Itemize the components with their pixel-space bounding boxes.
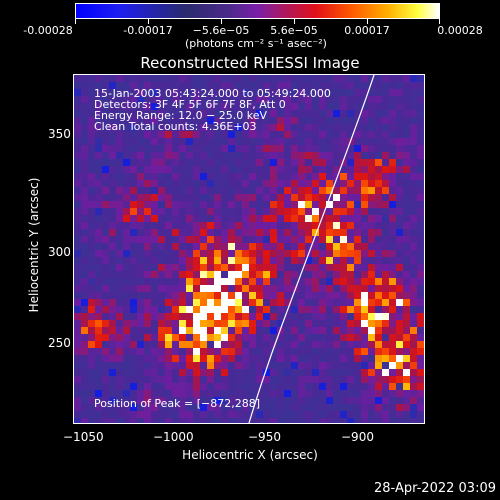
solar-limb-line bbox=[248, 75, 375, 423]
info-detectors: Detectors: 3F 4F 5F 6F 7F 8F, Att 0 bbox=[94, 98, 286, 111]
colorbar-label: 0.00028 bbox=[437, 24, 483, 37]
peak-position: Position of Peak = [−872,288] bbox=[94, 397, 261, 410]
colorbar-label: -0.00028 bbox=[23, 24, 73, 37]
colorbar-tick bbox=[439, 19, 440, 24]
timestamp: 28-Apr-2022 03:09 bbox=[374, 481, 496, 496]
colorbar-label: −5.6e−05 bbox=[192, 24, 250, 37]
plot-title: Reconstructed RHESSI Image bbox=[140, 54, 360, 72]
info-time-range: 15-Jan-2003 05:43:24.000 to 05:49:24.000 bbox=[94, 87, 331, 100]
colorbar-tick bbox=[221, 19, 222, 24]
image-plot bbox=[73, 74, 425, 424]
colorbar-label: 0.00017 bbox=[344, 24, 390, 37]
colorbar-tick bbox=[148, 19, 149, 24]
x-tick-label: −900 bbox=[341, 430, 374, 444]
colorbar-label: -0.00017 bbox=[123, 24, 173, 37]
x-tick-label: −1050 bbox=[63, 430, 104, 444]
rhessi-image bbox=[74, 75, 424, 423]
info-energy-range: Energy Range: 12.0 − 25.0 keV bbox=[94, 109, 268, 122]
colorbar-tick bbox=[294, 19, 295, 24]
x-tick-label: −950 bbox=[248, 430, 281, 444]
y-tick-label: 250 bbox=[48, 336, 71, 350]
x-axis-label: Heliocentric X (arcsec) bbox=[182, 448, 318, 462]
colorbar-label: 5.6e−05 bbox=[270, 24, 318, 37]
colorbar-units: (photons cm⁻² s⁻¹ asec⁻²) bbox=[185, 37, 327, 50]
y-axis-label: Heliocentric Y (arcsec) bbox=[27, 177, 41, 313]
intensity-map bbox=[74, 75, 424, 423]
x-tick-label: −1000 bbox=[153, 430, 194, 444]
colorbar-tick bbox=[367, 19, 368, 24]
colorbar bbox=[75, 3, 440, 19]
info-clean-counts: Clean Total counts: 4.36E+03 bbox=[94, 120, 257, 133]
y-tick-label: 300 bbox=[48, 245, 71, 259]
y-tick-label: 350 bbox=[48, 127, 71, 141]
colorbar-tick bbox=[75, 19, 76, 24]
